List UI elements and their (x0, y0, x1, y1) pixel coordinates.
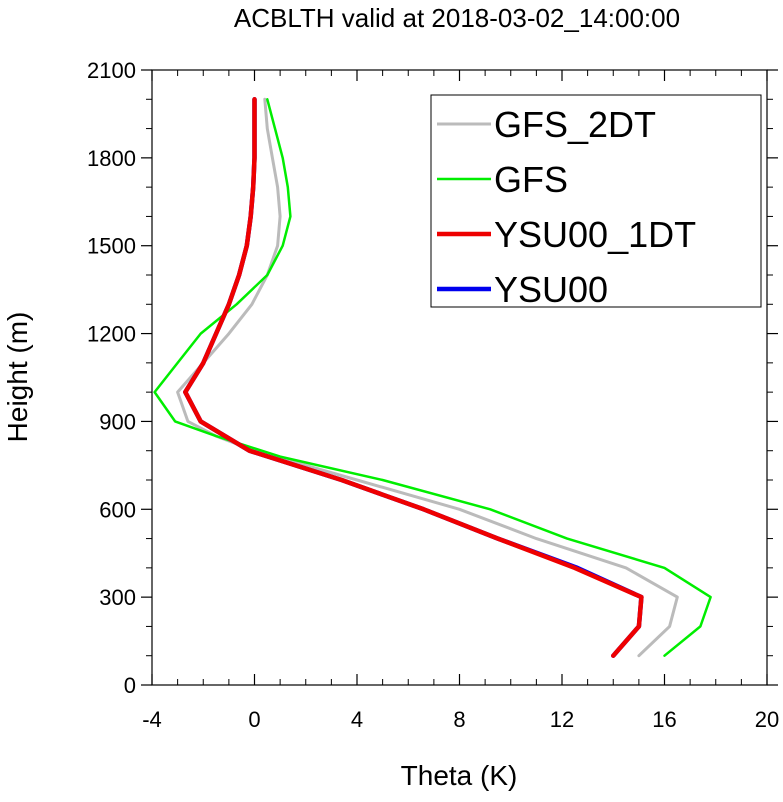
chart-title: ACBLTH valid at 2018-03-02_14:00:00 (234, 3, 680, 33)
series-line-gfs (153, 98, 712, 657)
series-line-ysu00-1dt (183, 97, 644, 658)
y-tick-label: 0 (124, 673, 136, 698)
y-tick-label: 300 (99, 585, 136, 610)
y-tick-label: 1200 (87, 322, 136, 347)
y-axis-title: Height (m) (2, 312, 33, 443)
y-tick-label: 1800 (87, 146, 136, 171)
y-tick-label: 1500 (87, 234, 136, 259)
legend-label: GFS (494, 159, 568, 200)
x-tick-label: -4 (142, 707, 162, 732)
legend-label: YSU00_1DT (494, 214, 696, 255)
series-line-gfs-2dt (176, 97, 679, 658)
x-tick-label: 20 (755, 707, 779, 732)
x-axis-title: Theta (K) (401, 760, 518, 791)
chart-legend: GFS_2DT GFS YSU00_1DT YSU00 (430, 94, 762, 310)
series-lines (153, 97, 712, 658)
x-tick-label: 16 (652, 707, 676, 732)
x-tick-label: 0 (248, 707, 260, 732)
legend-label: GFS_2DT (494, 104, 656, 145)
y-tick-label: 900 (99, 409, 136, 434)
y-tick-label: 2100 (87, 58, 136, 83)
legend-label: YSU00 (494, 269, 608, 310)
x-tick-label: 8 (453, 707, 465, 732)
x-tick-label: 4 (351, 707, 363, 732)
x-tick-label: 12 (550, 707, 574, 732)
legend-box (430, 94, 762, 308)
y-tick-label: 600 (99, 497, 136, 522)
